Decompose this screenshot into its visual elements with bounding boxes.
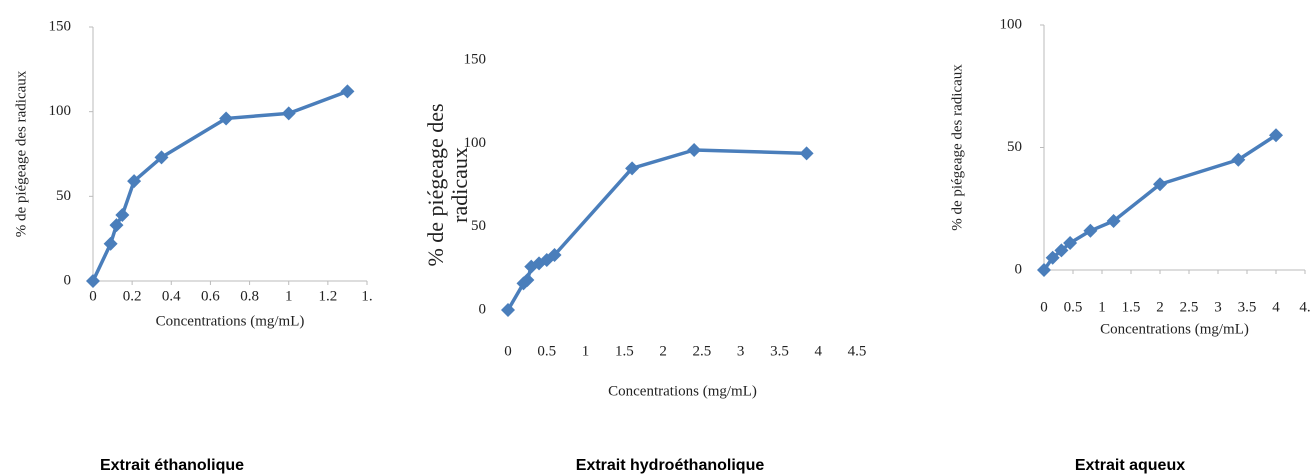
point	[625, 161, 640, 176]
x-tick-label: 2.5	[693, 343, 712, 359]
x-tick-label: 1.2	[318, 288, 337, 304]
y-tick-label: 100	[464, 135, 487, 151]
y-tick-label: 0	[1015, 261, 1023, 277]
point	[1063, 236, 1078, 251]
y-axis-label: % de piégeage des radicaux	[13, 70, 29, 237]
x-tick-label: 1	[582, 343, 590, 359]
point	[1054, 243, 1069, 258]
y-axis-label: % de piégeage des radicaux	[949, 64, 965, 231]
x-axis-label: Concentrations (mg/mL)	[156, 313, 305, 329]
y-tick-label: 0	[64, 272, 72, 288]
point	[103, 236, 118, 251]
point	[1037, 263, 1051, 277]
point	[219, 111, 234, 126]
x-tick-label: 0.2	[123, 288, 142, 304]
y-tick-label: 50	[56, 188, 71, 204]
x-axis-label: Concentrations (mg/mL)	[1100, 321, 1249, 337]
x-axis-label: Concentrations (mg/mL)	[608, 383, 757, 399]
x-tick-label: 0	[1040, 299, 1048, 315]
x-tick-label: 3.5	[770, 343, 789, 359]
y-tick-label: 100	[49, 103, 72, 119]
y-axis-label: radicaux	[447, 147, 472, 223]
y-tick-label: 50	[471, 218, 486, 234]
x-tick-label: 0.5	[1064, 299, 1083, 315]
x-tick-label: 2.5	[1180, 299, 1199, 315]
y-tick-label: 150	[464, 51, 487, 67]
x-tick-label: 2	[1156, 299, 1164, 315]
point	[501, 303, 515, 317]
series-line	[91, 89, 349, 282]
point	[127, 174, 142, 189]
x-tick-label: 1	[285, 288, 293, 304]
x-tick-label: 0	[89, 288, 97, 304]
x-tick-label: 1	[1098, 299, 1106, 315]
x-tick-label: 0.5	[537, 343, 556, 359]
x-tick-label: 0	[504, 343, 512, 359]
chart-caption: Extrait éthanolique	[100, 457, 244, 474]
x-tick-label: 4.5	[848, 343, 867, 359]
point	[1045, 250, 1060, 265]
x-tick-label: 1.5	[615, 343, 634, 359]
point	[109, 218, 124, 233]
y-tick-label: 100	[1000, 16, 1023, 32]
point	[340, 84, 355, 99]
point	[1153, 177, 1167, 192]
point	[86, 274, 100, 288]
point	[154, 150, 169, 165]
x-tick-label: 0.4	[162, 288, 181, 304]
point	[799, 146, 814, 161]
x-tick-label: 1.5	[1122, 299, 1141, 315]
chart-caption: Extrait hydroéthanolique	[576, 457, 765, 474]
series-line	[506, 148, 807, 311]
point	[687, 143, 702, 157]
y-tick-label: 50	[1007, 139, 1022, 155]
x-tick-label: 4.	[1299, 299, 1310, 315]
x-tick-label: 3	[737, 343, 745, 359]
point	[520, 273, 535, 287]
chart-caption: Extrait aqueux	[1075, 457, 1185, 474]
x-tick-label: 4	[814, 343, 822, 359]
y-axis-label: % de piégeage des	[423, 103, 448, 266]
series-line	[1042, 133, 1277, 272]
point	[1269, 128, 1283, 143]
y-tick-label: 150	[49, 18, 72, 34]
x-tick-label: 3	[1214, 299, 1222, 315]
x-tick-label: 4	[1272, 299, 1280, 315]
x-tick-label: 3.5	[1238, 299, 1257, 315]
x-tick-label: 1.	[361, 288, 372, 304]
x-tick-label: 0.8	[240, 288, 259, 304]
x-tick-label: 2	[659, 343, 667, 359]
x-tick-label: 0.6	[201, 288, 220, 304]
point	[281, 106, 296, 121]
point	[1106, 214, 1121, 228]
y-tick-label: 0	[479, 301, 487, 317]
point	[115, 207, 130, 222]
point	[547, 248, 562, 262]
point	[1231, 152, 1246, 167]
point	[1083, 223, 1098, 238]
